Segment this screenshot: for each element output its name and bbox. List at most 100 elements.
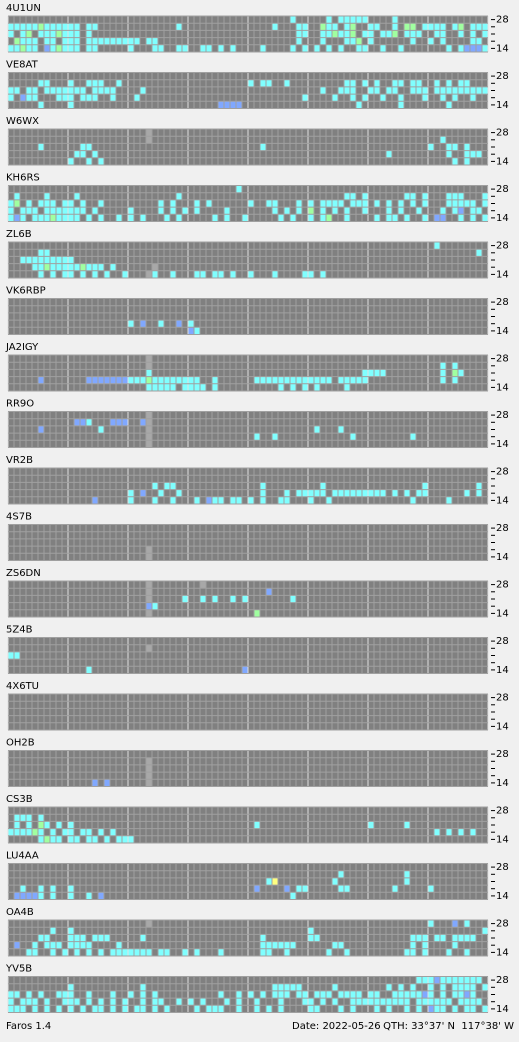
signal-cell [218,948,224,956]
signal-cell [68,828,74,836]
signal-cell [404,214,410,222]
signal-cell [110,263,116,271]
signal-cell [212,376,218,384]
signal-cell [44,934,50,942]
signal-cell [434,79,440,87]
signal-cell [404,489,410,497]
signal-cell [200,595,206,603]
band-label: 28 [496,354,509,365]
signal-cell [80,1005,86,1013]
signal-cell [146,588,152,596]
signal-cell [152,602,158,610]
signal-cell [260,143,266,151]
signal-cell [470,37,476,45]
signal-cell [278,998,284,1006]
signal-cell [446,976,452,984]
signal-cell [314,44,320,52]
signal-cell [308,199,314,208]
signal-cell [404,948,410,956]
signal-cell [434,998,440,1006]
signal-cell [314,376,320,384]
signal-cell [80,143,86,151]
signal-cell [404,23,410,31]
signal-cell [152,990,158,999]
signal-cell [332,199,338,208]
signal-cell [206,44,212,52]
signal-cell [446,86,452,95]
signal-cell [440,1005,446,1013]
signal-cell [278,990,284,999]
signal-cell [140,418,146,426]
signal-cell [440,990,446,999]
signal-cell [146,602,152,610]
signal-cell [152,998,158,1006]
signal-cell [194,1005,200,1013]
signal-cell [68,23,74,31]
signal-cell [74,998,80,1006]
signal-cell [236,1005,242,1013]
band-label: 28 [496,862,509,873]
signal-cell [416,489,422,497]
station-name: 4S7B [6,512,32,523]
signal-cell [110,94,116,102]
signal-cell [410,30,416,38]
signal-cell [44,79,50,87]
signal-cell [482,1005,488,1013]
signal-cell [302,270,308,278]
signal-cell [428,983,434,991]
signal-cell [344,86,350,95]
signal-cell [56,263,62,271]
signal-cell [482,23,488,31]
signal-cell [428,976,434,984]
signal-cell [194,383,200,391]
signal-cell [26,990,32,999]
signal-cell [26,199,32,208]
signal-cell [398,101,404,109]
signal-cell [62,948,68,956]
signal-cell [164,1005,170,1013]
station-name: 4U1UN [6,3,41,14]
signal-cell [350,990,356,999]
signal-cell [470,934,476,942]
signal-cell [140,1005,146,1013]
signal-cell [434,828,440,836]
signal-cell [290,383,296,391]
signal-cell [38,828,44,836]
signal-cell [458,44,464,52]
signal-cell [476,976,482,984]
signal-cell [296,37,302,45]
signal-cell [452,1005,458,1013]
band-label: 28 [496,975,509,986]
signal-cell [386,86,392,95]
signal-cell [50,835,56,843]
signal-cell [464,157,470,165]
signal-cell [464,489,470,497]
band-label: 28 [496,580,509,591]
signal-cell [476,23,482,31]
signal-cell [218,496,224,504]
signal-cell [458,990,464,999]
signal-cell [326,44,332,52]
signal-cell [218,990,224,999]
signal-cell [92,376,98,384]
signal-cell [362,199,368,208]
band-label: 28 [496,749,509,760]
signal-cell [92,37,98,45]
signal-cell [308,496,314,504]
signal-cell [146,779,152,787]
signal-cell [344,207,350,215]
signal-cell [116,835,122,843]
signal-cell [20,256,26,264]
signal-cell [122,948,128,956]
signal-cell [428,37,434,45]
signal-cell [266,376,272,384]
signal-cell [74,941,80,949]
signal-cell [266,877,272,886]
signal-cell [284,990,290,999]
signal-cell [32,263,38,271]
signal-cell [446,998,452,1006]
signal-cell [50,30,56,38]
signal-cell [302,23,308,31]
signal-cell [116,418,122,426]
signal-cell [62,199,68,208]
